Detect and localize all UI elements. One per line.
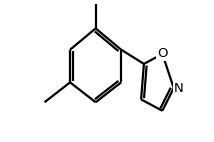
- Text: O: O: [157, 47, 168, 60]
- Text: OH: OH: [85, 0, 106, 3]
- Text: N: N: [174, 82, 183, 95]
